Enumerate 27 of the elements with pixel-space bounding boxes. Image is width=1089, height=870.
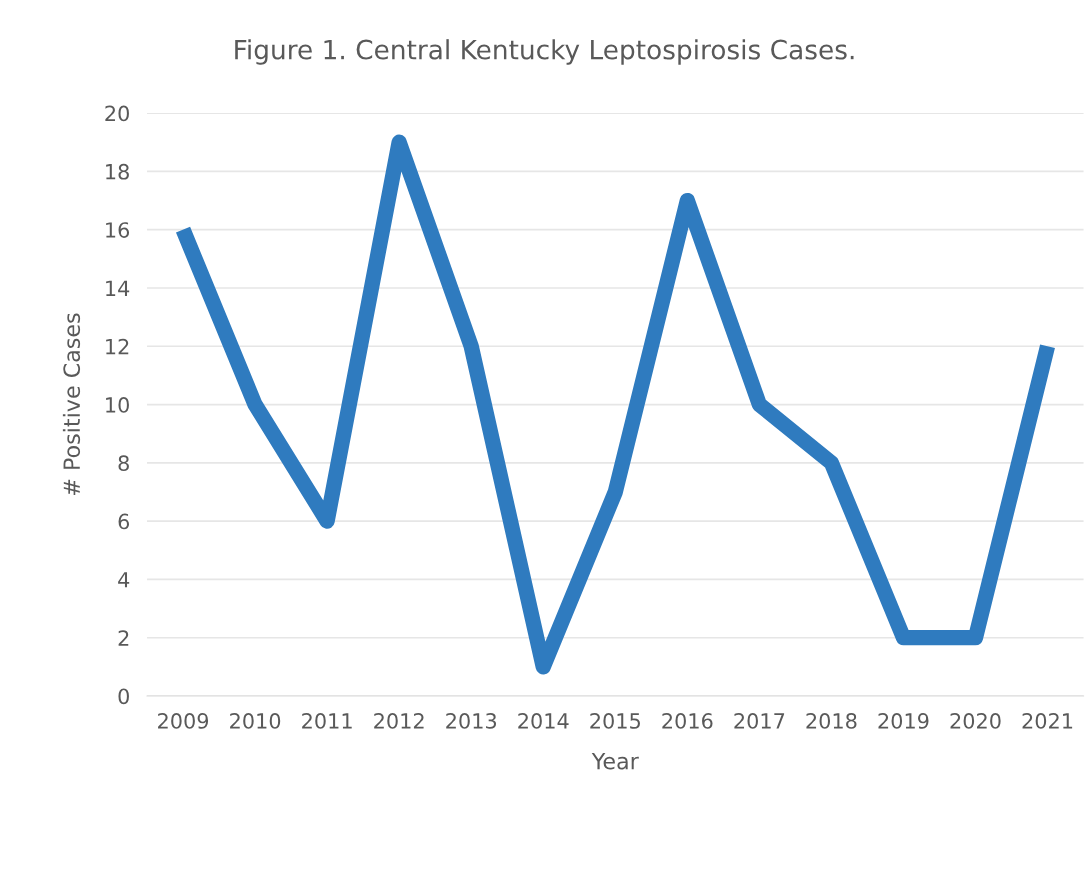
x-axis-title: Year: [591, 752, 639, 770]
y-tick-label: 0: [118, 688, 129, 705]
y-tick-label: 12: [106, 338, 129, 355]
y-tick-label: 8: [118, 455, 129, 472]
x-tick-label: 2015: [590, 713, 640, 729]
x-tick-label: 2017: [734, 713, 785, 729]
y-tick-label: 2: [118, 630, 129, 646]
x-tick-label: 2016: [662, 713, 713, 729]
x-tick-label: 2012: [374, 713, 424, 729]
y-tick-label: 20: [105, 105, 129, 122]
x-tick-label: 2021: [1022, 713, 1073, 729]
y-axis-title: # Positive Cases: [62, 313, 81, 496]
x-tick-label: 2019: [878, 713, 929, 729]
y-tick-label: 16: [106, 222, 130, 238]
x-tick-label: 2013: [446, 713, 497, 729]
y-tick-label: 18: [106, 163, 129, 180]
x-tick-label: 2011: [302, 713, 352, 729]
x-tick-label: 2010: [230, 713, 281, 729]
y-tick-label: 10: [106, 397, 129, 413]
chart-title: Figure 1. Central Kentucky Leptospirosis Cases.: [235, 39, 854, 65]
y-tick-label: 4: [118, 572, 130, 588]
y-tick-label: 14: [106, 280, 130, 296]
x-tick-label: 2014: [518, 713, 569, 729]
y-tick-label: 6: [118, 513, 130, 530]
x-tick-label: 2009: [158, 713, 209, 729]
x-tick-label: 2020: [950, 713, 1001, 729]
x-tick-label: 2018: [806, 713, 857, 729]
